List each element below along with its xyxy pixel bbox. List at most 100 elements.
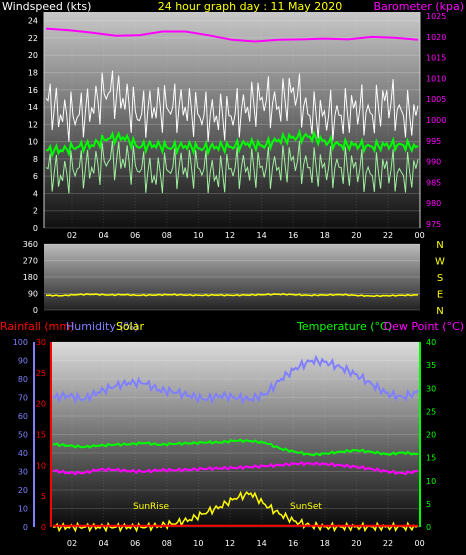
direction-y-tick-label: 270 [23,257,38,266]
barometer-y-tick-label: 980 [426,199,441,208]
temp-x-tick-label: 06 [130,539,140,548]
wind-y-tick-label: 8 [33,155,38,164]
windspeed-axis-label: Windspeed (kts) [2,0,91,13]
direction-y-tick-label: 0 [33,306,38,315]
rainfall-tick-label: 15 [36,431,46,440]
rainfall-tick-label: 25 [36,369,46,378]
direction-y-tick-label: 360 [23,240,38,249]
rainfall-tick-label: 10 [36,461,46,470]
barometer-axis-label: Barometer (kpa) [373,0,464,13]
rainfall-axis-label: Rainfall (mm) [0,320,74,333]
wind-y-tick-label: 12 [28,120,38,129]
wind-y-tick-label: 18 [28,68,38,77]
compass-label: S [437,273,443,284]
temp-x-tick-label: 08 [162,539,172,548]
barometer-line [45,27,419,43]
wind-x-tick-label: 00 [415,231,425,240]
temperature-tick-label: 25 [426,407,436,416]
humidity-tick-label: 40 [18,449,28,458]
dewpoint-line [52,460,419,476]
wind-y-tick-label: 14 [28,103,38,112]
temp-x-tick-label: 14 [257,539,267,548]
temp-x-tick-label: 02 [67,539,77,548]
wind-direction-series [45,293,419,298]
rainfall-tick-label: 0 [41,523,46,532]
temperature-humidity-chart: 0 10 20 30 40 50 60 70 80 90 100 0 5 10 15 20 25 30 0 5 10… [0,320,464,548]
temperature-tick-label: 5 [426,500,431,509]
wind-x-tick-label: 04 [99,231,109,240]
solar-axis-label: Solar [116,320,145,333]
wind-y-tick-label: 24 [28,17,38,26]
temp-x-tick-label: 20 [351,539,361,548]
temp-x-tick-label: 22 [383,539,393,548]
temp-x-tick-label: 04 [99,539,109,548]
wind-x-tick-label: 02 [67,231,77,240]
wind-x-tick-label: 08 [162,231,172,240]
rainfall-tick-label: 30 [36,338,46,347]
wind-x-tick-label: 22 [383,231,393,240]
wind-y-tick-label: 10 [28,138,38,147]
temperature-tick-label: 35 [426,361,436,370]
compass-label: N [436,306,443,317]
barometer-y-tick-label: 995 [426,137,441,146]
dewpoint-axis-label: Dew Point (°C) [384,320,464,333]
wind-x-tick-label: 06 [130,231,140,240]
barometer-y-tick-label: 975 [426,220,441,229]
direction-y-tick-label: 180 [23,273,38,282]
temperature-tick-label: 15 [426,454,436,463]
wind-low-line [45,140,419,194]
humidity-tick-label: 80 [18,375,28,384]
humidity-tick-label: 100 [13,338,28,347]
temperature-line [52,438,419,457]
barometer-y-tick-label: 1000 [426,116,446,125]
humidity-tick-label: 20 [18,486,28,495]
rainfall-tick-label: 5 [41,492,46,501]
barometer-y-tick-label: 985 [426,178,441,187]
barometer-series [45,27,419,43]
humidity-tick-label: 30 [18,468,28,477]
humidity-tick-label: 50 [18,431,28,440]
wind-x-tick-label: 14 [257,231,267,240]
wind-x-tick-label: 18 [320,231,330,240]
wind-y-tick-label: 22 [28,34,38,43]
chart-title: 24 hour graph day : 11 May 2020 [158,0,343,13]
temperature-tick-label: 10 [426,477,436,486]
wind-y-tick-label: 16 [28,86,38,95]
wind-average-line [46,128,419,159]
wind-y-tick-label: 4 [33,189,38,198]
wind-gust-series [45,70,419,194]
wind-y-tick-label: 2 [33,207,38,216]
temp-x-tick-label: 00 [415,539,425,548]
compass-label: E [437,290,443,301]
wind-average-series [46,128,419,159]
humidity-tick-label: 90 [18,357,28,366]
wind-x-tick-label: 12 [225,231,235,240]
temperature-axis-label: Temperature (°C) [296,320,392,333]
sunset-annotation: SunSet [290,502,322,512]
wind-y-tick-label: 0 [33,224,38,233]
barometer-y-tick-label: 1010 [426,74,446,83]
wind-gust-line [45,70,419,142]
wind-direction-line [45,293,419,298]
temperature-tick-label: 20 [426,431,436,440]
wind-x-tick-label: 10 [193,231,203,240]
temperature-tick-label: 40 [426,338,436,347]
barometer-y-tick-label: 990 [426,158,441,167]
rainfall-tick-label: 20 [36,400,46,409]
humidity-tick-label: 0 [23,523,28,532]
direction-plot-area [44,244,420,310]
humidity-tick-label: 70 [18,394,28,403]
temperature-tick-label: 0 [426,523,431,532]
barometer-y-tick-label: 1025 [426,12,446,21]
humidity-tick-label: 10 [18,505,28,514]
humidity-axis-label: Humidity (%) [66,320,138,333]
sunrise-annotation: SunRise [133,502,170,512]
temp-plot-area [51,342,420,527]
wind-y-tick-label: 6 [33,172,38,181]
temp-x-tick-label: 16 [288,539,298,548]
temp-x-tick-label: 18 [320,539,330,548]
temperature-tick-label: 30 [426,384,436,393]
